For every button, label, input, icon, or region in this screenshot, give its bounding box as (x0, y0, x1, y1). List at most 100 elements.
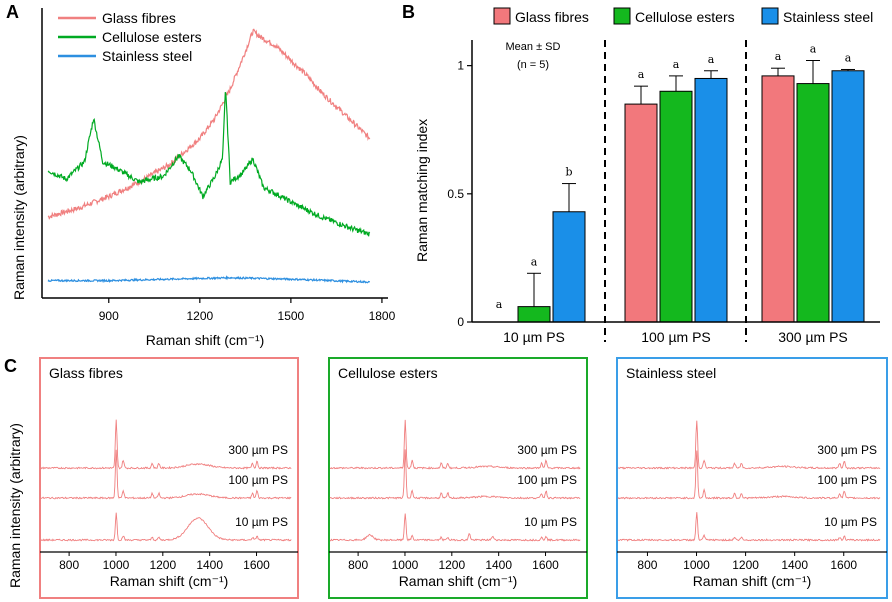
trace-label-0-2: 10 µm PS (235, 515, 288, 529)
trace-label-1-1: 100 µm PS (517, 473, 577, 487)
bar-0-2 (552, 211, 586, 323)
panel-b-note-mean: Mean ± SD (506, 41, 561, 53)
panel-b-axes: 00.51 (447, 40, 880, 342)
subplot-frame-2 (616, 357, 888, 599)
c-tick-label-2-3: 1400 (781, 558, 808, 572)
legend-label-0: Glass fibres (102, 10, 176, 26)
series-line-2 (47, 275, 371, 284)
c-tick-label-0-4: 1600 (243, 558, 270, 572)
c-tick-label-0-2: 1200 (149, 558, 176, 572)
y-tick-label-2: 1 (457, 59, 464, 73)
panel-b-bars: a a b 10 µm PS a a a 100 µm PS a a a 300 µm PS (496, 43, 865, 345)
trace-0-1 (40, 449, 292, 500)
subplot-title-1: Cellulose esters (338, 365, 438, 381)
subplot-xlabel-0: Raman shift (cm⁻¹) (110, 573, 229, 589)
panel-b-legend: Glass fibres Cellulose esters Stainless st… (493, 7, 873, 25)
trace-2-0 (617, 420, 881, 470)
panel-b-note-n: (n = 5) (517, 59, 549, 71)
panel-a-ylabel: Raman intensity (arbitrary) (11, 135, 27, 300)
trace-label-1-2: 10 µm PS (524, 515, 577, 529)
bar-2-1 (796, 83, 830, 323)
legend-label-2: Stainless steel (783, 9, 873, 25)
sig-letter-2-0: a (775, 50, 782, 63)
trace-label-1-0: 300 µm PS (517, 443, 577, 457)
sig-letter-1-2: a (708, 53, 715, 66)
legend-swatch-2 (761, 7, 779, 25)
bar-1-0 (624, 103, 658, 323)
x-tick-label-2: 1500 (278, 309, 305, 323)
trace-label-2-2: 10 µm PS (824, 515, 877, 529)
trace-1-0 (329, 419, 581, 470)
sig-letter-0-1: a (531, 255, 538, 268)
c-tick-label-0-0: 800 (59, 558, 79, 572)
y-tick-label-0: 0 (457, 315, 464, 329)
category-label-1: 100 µm PS (641, 329, 711, 345)
panel-c-ylabel: Raman intensity (arbitrary) (7, 423, 23, 588)
x-tick-label-0: 900 (99, 309, 119, 323)
c-tick-label-1-4: 1600 (532, 558, 559, 572)
c-tick-label-0-1: 1000 (103, 558, 130, 572)
trace-2-1 (617, 450, 881, 500)
trace-1-1 (329, 449, 581, 500)
panel-a: A Raman intensity (arbitrary) Raman shif… (6, 2, 396, 348)
panel-a-legend: Glass fibres Cellulose esters Stainless st… (58, 10, 202, 64)
category-label-0: 10 µm PS (503, 329, 565, 345)
subplot-title-0: Glass fibres (49, 365, 123, 381)
legend-label-1: Cellulose esters (635, 9, 735, 25)
c-tick-label-2-4: 1600 (830, 558, 857, 572)
trace-label-2-0: 300 µm PS (817, 443, 877, 457)
c-tick-label-2-1: 1000 (683, 558, 710, 572)
bar-2-0 (761, 75, 795, 323)
c-tick-label-2-0: 800 (637, 558, 657, 572)
panel-c: C Raman intensity (arbitrary) Glass fibr… (4, 356, 888, 599)
legend-swatch-0 (493, 7, 511, 25)
series-line-1 (47, 92, 371, 237)
legend-label-2: Stainless steel (102, 48, 192, 64)
panel-a-axes: 900 1200 1500 1800 (41, 8, 396, 323)
trace-2-2 (617, 512, 881, 542)
subplot-frame-1 (328, 357, 588, 599)
subplot-xlabel-1: Raman shift (cm⁻¹) (399, 573, 518, 589)
bar-2-2 (831, 70, 865, 323)
trace-label-0-1: 100 µm PS (228, 473, 288, 487)
panel-b-letter: B (402, 2, 415, 22)
c-tick-label-1-3: 1400 (485, 558, 512, 572)
sig-letter-2-1: a (810, 43, 817, 56)
category-label-2: 300 µm PS (778, 329, 848, 345)
x-tick-label-1: 1200 (186, 309, 213, 323)
bar-1-1 (659, 90, 693, 323)
sig-letter-0-0: a (496, 298, 503, 311)
c-tick-label-0-3: 1400 (196, 558, 223, 572)
bar-1-2 (694, 77, 728, 323)
panel-b-ylabel: Raman matching index (414, 119, 430, 262)
c-tick-label-1-1: 1000 (392, 558, 419, 572)
trace-0-2 (40, 512, 292, 542)
subplot-xlabel-2: Raman shift (cm⁻¹) (693, 573, 812, 589)
panel-c-subplots: Glass fibres 300 µm PS 100 µm PS 10 µm PS 80… (39, 357, 888, 599)
sig-letter-2-2: a (845, 51, 852, 64)
y-tick-label-1: 0.5 (447, 187, 464, 201)
panel-c-letter: C (4, 356, 17, 376)
c-tick-label-1-0: 800 (348, 558, 368, 572)
trace-label-0-0: 300 µm PS (228, 443, 288, 457)
subplot-title-2: Stainless steel (626, 365, 716, 381)
panel-a-letter: A (6, 2, 19, 22)
legend-label-0: Glass fibres (515, 9, 589, 25)
panel-a-series (47, 28, 371, 284)
sig-letter-1-0: a (638, 68, 645, 81)
x-tick-label-3: 1800 (369, 309, 396, 323)
bar-0-1 (517, 306, 551, 323)
c-tick-label-1-2: 1200 (438, 558, 465, 572)
trace-1-2 (329, 513, 581, 542)
sig-letter-1-1: a (673, 58, 680, 71)
c-tick-label-2-2: 1200 (732, 558, 759, 572)
trace-label-2-1: 100 µm PS (817, 473, 877, 487)
series-line-0 (47, 28, 371, 220)
legend-label-1: Cellulose esters (102, 29, 202, 45)
sig-letter-0-2: b (565, 166, 572, 179)
subplot-frame-0 (39, 357, 299, 599)
trace-0-0 (40, 419, 292, 470)
panel-b: B Raman matching index Mean ± SD (n = 5)… (402, 2, 880, 345)
panel-a-xlabel: Raman shift (cm⁻¹) (146, 332, 265, 348)
